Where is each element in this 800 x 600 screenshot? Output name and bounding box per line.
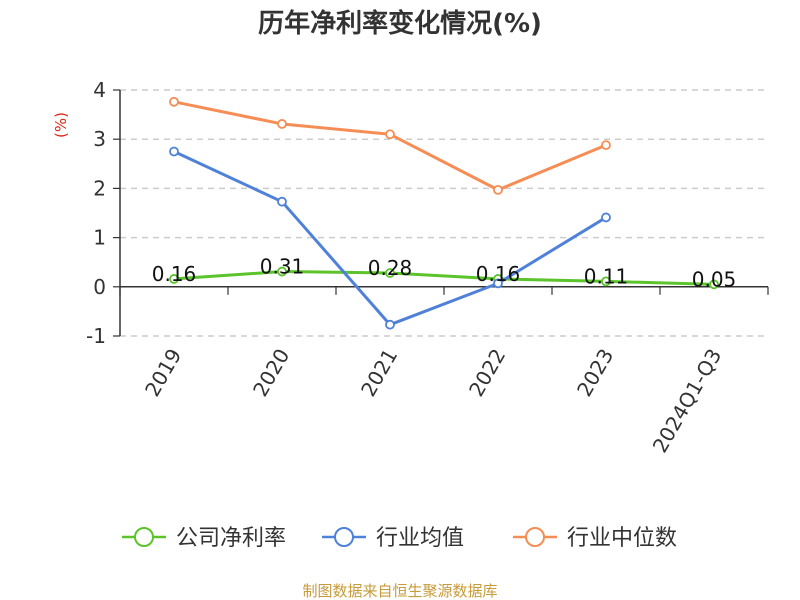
data-label: 0.28 — [368, 256, 413, 280]
series-line — [173, 270, 715, 286]
y-tick-label: 2 — [93, 176, 106, 200]
data-point — [601, 212, 611, 223]
legend-label: 行业中位数 — [567, 526, 677, 551]
data-point — [169, 96, 179, 107]
data-point — [601, 140, 611, 151]
legend-marker — [334, 527, 354, 547]
data-label: 0.05 — [692, 267, 737, 291]
x-tick-label: 2023 — [572, 345, 618, 401]
data-labels: 0.16 0.31 0.28 0.16 0.11 0.05 — [152, 255, 737, 292]
grid-lines — [120, 89, 768, 337]
x-tick-label: 2022 — [464, 345, 510, 401]
data-point — [385, 129, 395, 140]
y-tick-label: 4 — [93, 78, 106, 102]
data-point — [277, 119, 287, 129]
legend-marker — [134, 527, 154, 547]
x-tick-label: 2021 — [356, 345, 402, 401]
data-point — [169, 146, 179, 157]
y-tick-label: 1 — [93, 226, 106, 250]
data-label: 0.31 — [260, 255, 305, 279]
legend-marker — [525, 527, 545, 547]
data-point — [493, 278, 503, 289]
data-point — [385, 319, 395, 330]
y-axis-label: (%) — [52, 112, 70, 138]
y-tick-label: -1 — [86, 324, 106, 348]
data-label: 0.16 — [476, 262, 521, 286]
data-point — [385, 268, 395, 278]
data-point — [601, 276, 611, 287]
source-note: 制图数据来自恒生聚源数据库 — [302, 582, 497, 600]
series-lines — [169, 96, 719, 330]
data-point — [277, 196, 287, 207]
legend-label: 行业均值 — [376, 526, 464, 551]
legend-label: 公司净利率 — [176, 526, 286, 551]
data-point — [277, 266, 287, 277]
x-tick-label: 2020 — [248, 345, 294, 401]
chart-title: 历年净利率变化情况(%) — [258, 8, 542, 39]
legend: 公司净利率 行业均值 行业中位数 — [122, 526, 677, 551]
data-label: 0.16 — [152, 262, 197, 286]
data-point — [169, 274, 179, 284]
data-label: 0.11 — [584, 264, 629, 288]
data-point — [493, 184, 503, 195]
data-point — [709, 279, 719, 290]
x-tick-label: 2019 — [140, 345, 186, 401]
x-tick-label: 2024Q1-Q3 — [648, 345, 727, 457]
y-tick-label: 0 — [93, 275, 106, 299]
series-line — [173, 100, 607, 192]
y-tick-label: 3 — [93, 127, 106, 151]
